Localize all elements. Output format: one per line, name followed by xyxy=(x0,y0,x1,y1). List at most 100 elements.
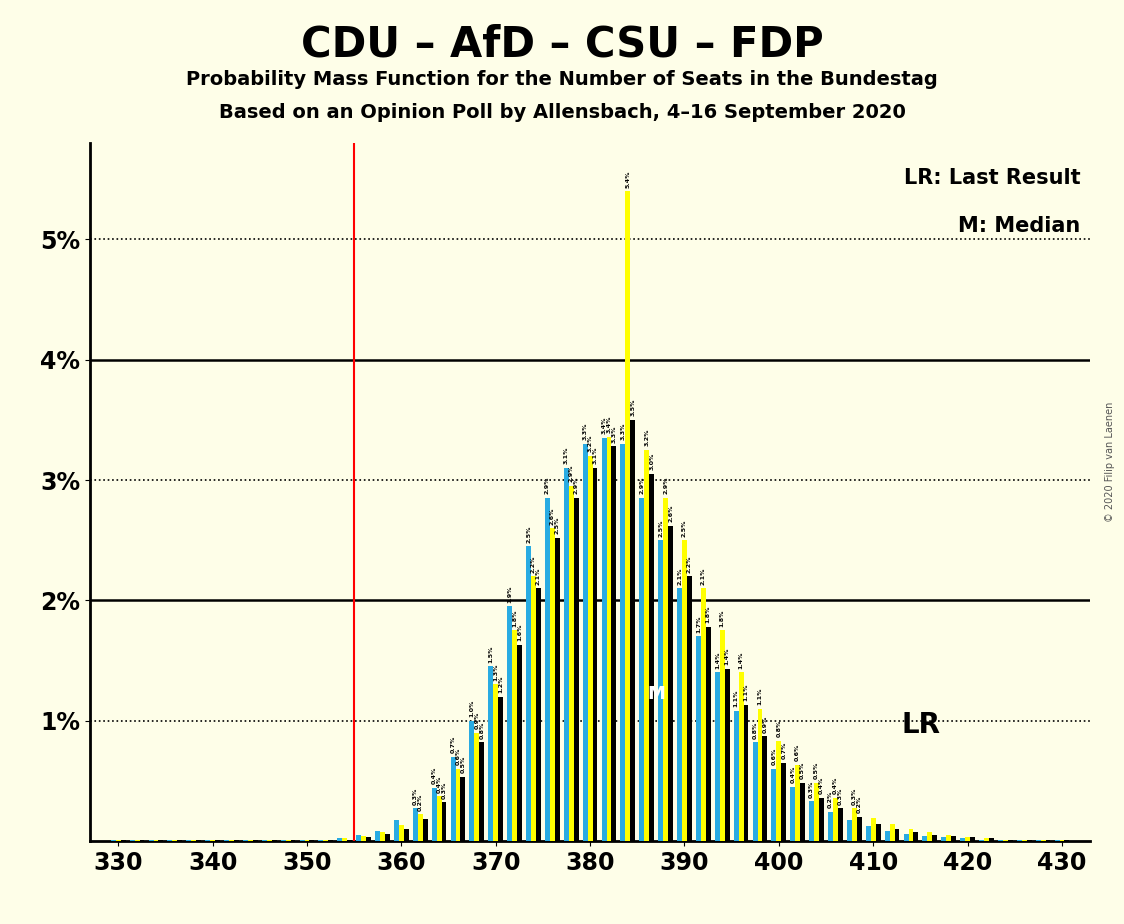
Bar xyxy=(285,840,291,841)
Bar xyxy=(856,817,862,841)
Text: 0.4%: 0.4% xyxy=(432,767,437,784)
Bar xyxy=(663,498,668,841)
Text: Probability Mass Function for the Number of Seats in the Bundestag: Probability Mass Function for the Number… xyxy=(187,70,937,90)
Text: 0.4%: 0.4% xyxy=(790,766,796,784)
Bar xyxy=(413,808,418,841)
Bar xyxy=(517,645,522,841)
Bar xyxy=(531,577,536,841)
Text: 1.4%: 1.4% xyxy=(738,651,744,669)
Text: 1.8%: 1.8% xyxy=(513,609,517,626)
Bar xyxy=(611,446,616,841)
Bar xyxy=(442,802,446,841)
Bar xyxy=(895,829,899,841)
Text: 2.1%: 2.1% xyxy=(677,567,682,585)
Bar xyxy=(1035,840,1041,841)
Bar xyxy=(696,637,701,841)
Bar xyxy=(650,474,654,841)
Bar xyxy=(960,838,966,841)
Text: 3.3%: 3.3% xyxy=(620,423,625,441)
Bar xyxy=(819,797,824,841)
Bar xyxy=(248,840,253,841)
Text: 1.0%: 1.0% xyxy=(470,699,474,717)
Bar xyxy=(706,626,710,841)
Text: 2.2%: 2.2% xyxy=(687,555,692,573)
Bar xyxy=(927,833,932,841)
Bar xyxy=(507,606,513,841)
Bar xyxy=(461,777,465,841)
Bar xyxy=(272,840,277,841)
Bar xyxy=(682,541,687,841)
Bar xyxy=(719,630,725,841)
Bar xyxy=(526,546,531,841)
Bar xyxy=(984,838,989,841)
Text: 0.3%: 0.3% xyxy=(837,787,843,805)
Bar xyxy=(432,788,436,841)
Text: 3.3%: 3.3% xyxy=(582,423,588,441)
Text: 1.4%: 1.4% xyxy=(725,648,729,665)
Text: 2.5%: 2.5% xyxy=(526,525,531,542)
Bar xyxy=(384,833,390,841)
Text: 1.1%: 1.1% xyxy=(758,687,762,705)
Text: 0.4%: 0.4% xyxy=(819,776,824,794)
Text: 1.1%: 1.1% xyxy=(734,690,738,708)
Bar xyxy=(395,821,399,841)
Bar xyxy=(178,840,182,841)
Bar xyxy=(154,840,158,841)
Text: M: M xyxy=(647,685,665,702)
Bar xyxy=(715,673,719,841)
Text: CDU – AfD – CSU – FDP: CDU – AfD – CSU – FDP xyxy=(300,23,824,65)
Bar xyxy=(847,821,852,841)
Bar xyxy=(734,711,738,841)
Text: 0.8%: 0.8% xyxy=(777,720,781,737)
Bar xyxy=(876,824,880,841)
Bar xyxy=(631,419,635,841)
Text: 0.5%: 0.5% xyxy=(814,762,819,780)
Text: 0.3%: 0.3% xyxy=(413,787,418,805)
Bar xyxy=(318,840,324,841)
Bar xyxy=(979,840,984,841)
Bar xyxy=(1060,840,1064,841)
Text: 2.5%: 2.5% xyxy=(659,519,663,537)
Bar xyxy=(588,456,592,841)
Bar xyxy=(479,742,484,841)
Text: 0.3%: 0.3% xyxy=(442,782,446,798)
Bar xyxy=(744,705,749,841)
Bar xyxy=(470,721,474,841)
Bar xyxy=(343,838,347,841)
Bar xyxy=(914,833,918,841)
Text: 2.1%: 2.1% xyxy=(536,567,541,585)
Bar xyxy=(253,840,257,841)
Bar xyxy=(852,808,856,841)
Bar xyxy=(796,765,800,841)
Text: 2.2%: 2.2% xyxy=(531,555,536,573)
Bar xyxy=(601,438,607,841)
Text: 0.6%: 0.6% xyxy=(455,748,461,765)
Text: 1.5%: 1.5% xyxy=(488,645,493,663)
Bar xyxy=(738,673,744,841)
Bar xyxy=(725,669,729,841)
Text: 2.9%: 2.9% xyxy=(663,477,668,494)
Bar xyxy=(191,840,197,841)
Bar xyxy=(753,742,758,841)
Bar xyxy=(1045,840,1051,841)
Bar xyxy=(366,837,371,841)
Bar xyxy=(167,840,172,841)
Bar xyxy=(932,834,937,841)
Bar xyxy=(1041,840,1045,841)
Text: 1.8%: 1.8% xyxy=(719,609,725,626)
Bar xyxy=(493,685,498,841)
Bar xyxy=(777,741,781,841)
Bar xyxy=(762,736,768,841)
Bar xyxy=(262,840,266,841)
Bar xyxy=(607,437,611,841)
Bar xyxy=(885,832,889,841)
Bar xyxy=(790,786,796,841)
Bar xyxy=(668,526,673,841)
Text: 0.9%: 0.9% xyxy=(762,715,768,733)
Text: 2.9%: 2.9% xyxy=(545,477,550,494)
Text: Based on an Opinion Poll by Allensbach, 4–16 September 2020: Based on an Opinion Poll by Allensbach, … xyxy=(218,103,906,123)
Bar xyxy=(116,840,120,841)
Bar xyxy=(951,836,957,841)
Text: 0.3%: 0.3% xyxy=(809,780,814,797)
Bar xyxy=(1003,840,1008,841)
